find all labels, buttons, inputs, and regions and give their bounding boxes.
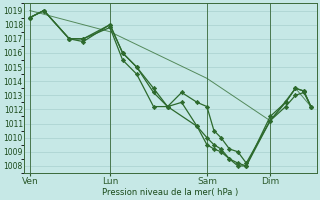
X-axis label: Pression niveau de la mer( hPa ): Pression niveau de la mer( hPa )	[102, 188, 238, 197]
